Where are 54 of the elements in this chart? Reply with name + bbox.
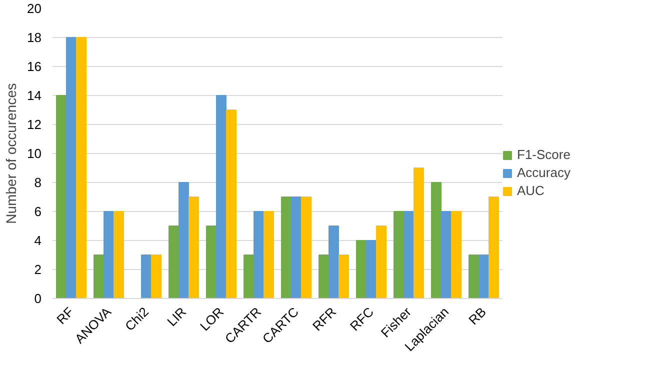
bar (114, 211, 124, 298)
x-tick-label: Chi2 (122, 304, 152, 334)
y-tick-label: 2 (34, 262, 42, 277)
bar (451, 211, 462, 298)
bar (488, 196, 499, 298)
y-tick-label: 12 (27, 117, 42, 132)
bar (338, 254, 349, 298)
x-tick-label: RF (54, 304, 77, 328)
bar (318, 254, 329, 298)
bar (151, 254, 162, 298)
y-tick-label: 8 (34, 175, 42, 190)
bar (76, 37, 86, 298)
bar (394, 211, 404, 298)
bar (356, 240, 366, 298)
legend-label: Accuracy (517, 165, 570, 180)
bar (56, 95, 66, 298)
x-tick-label: RB (466, 304, 490, 328)
y-tick-label: 14 (27, 88, 42, 103)
bar (226, 110, 236, 298)
bar (264, 211, 274, 298)
bar (291, 196, 302, 298)
y-tick-label: 16 (27, 59, 42, 74)
y-tick-label: 4 (34, 233, 42, 248)
y-tick-label: 20 (27, 1, 42, 16)
bar (328, 226, 339, 298)
bar (141, 254, 152, 298)
bar (376, 226, 386, 298)
bar (431, 182, 442, 298)
legend-label: F1-Score (517, 147, 570, 162)
legend-label: AUC (517, 183, 544, 198)
bar (441, 211, 452, 298)
bar (366, 240, 376, 298)
y-tick-label: 18 (27, 30, 42, 45)
bar (254, 211, 264, 298)
bar (404, 211, 414, 298)
x-tick-label: LIR (164, 304, 190, 330)
bar (478, 254, 489, 298)
y-axis-title: Number of occurences (3, 83, 20, 224)
bar (301, 196, 312, 298)
bar (468, 254, 479, 298)
y-tick-label: 10 (27, 146, 42, 161)
y-tick-label: 6 (34, 204, 42, 219)
bar (104, 211, 114, 298)
bar (414, 168, 424, 298)
bar (188, 196, 199, 298)
bar (216, 95, 226, 298)
bar (168, 226, 179, 298)
bar (94, 254, 104, 298)
bar (281, 196, 292, 298)
bar (244, 254, 254, 298)
bar (178, 182, 189, 298)
bar (66, 37, 76, 298)
y-tick-label: 0 (34, 291, 42, 306)
bar (206, 226, 216, 298)
